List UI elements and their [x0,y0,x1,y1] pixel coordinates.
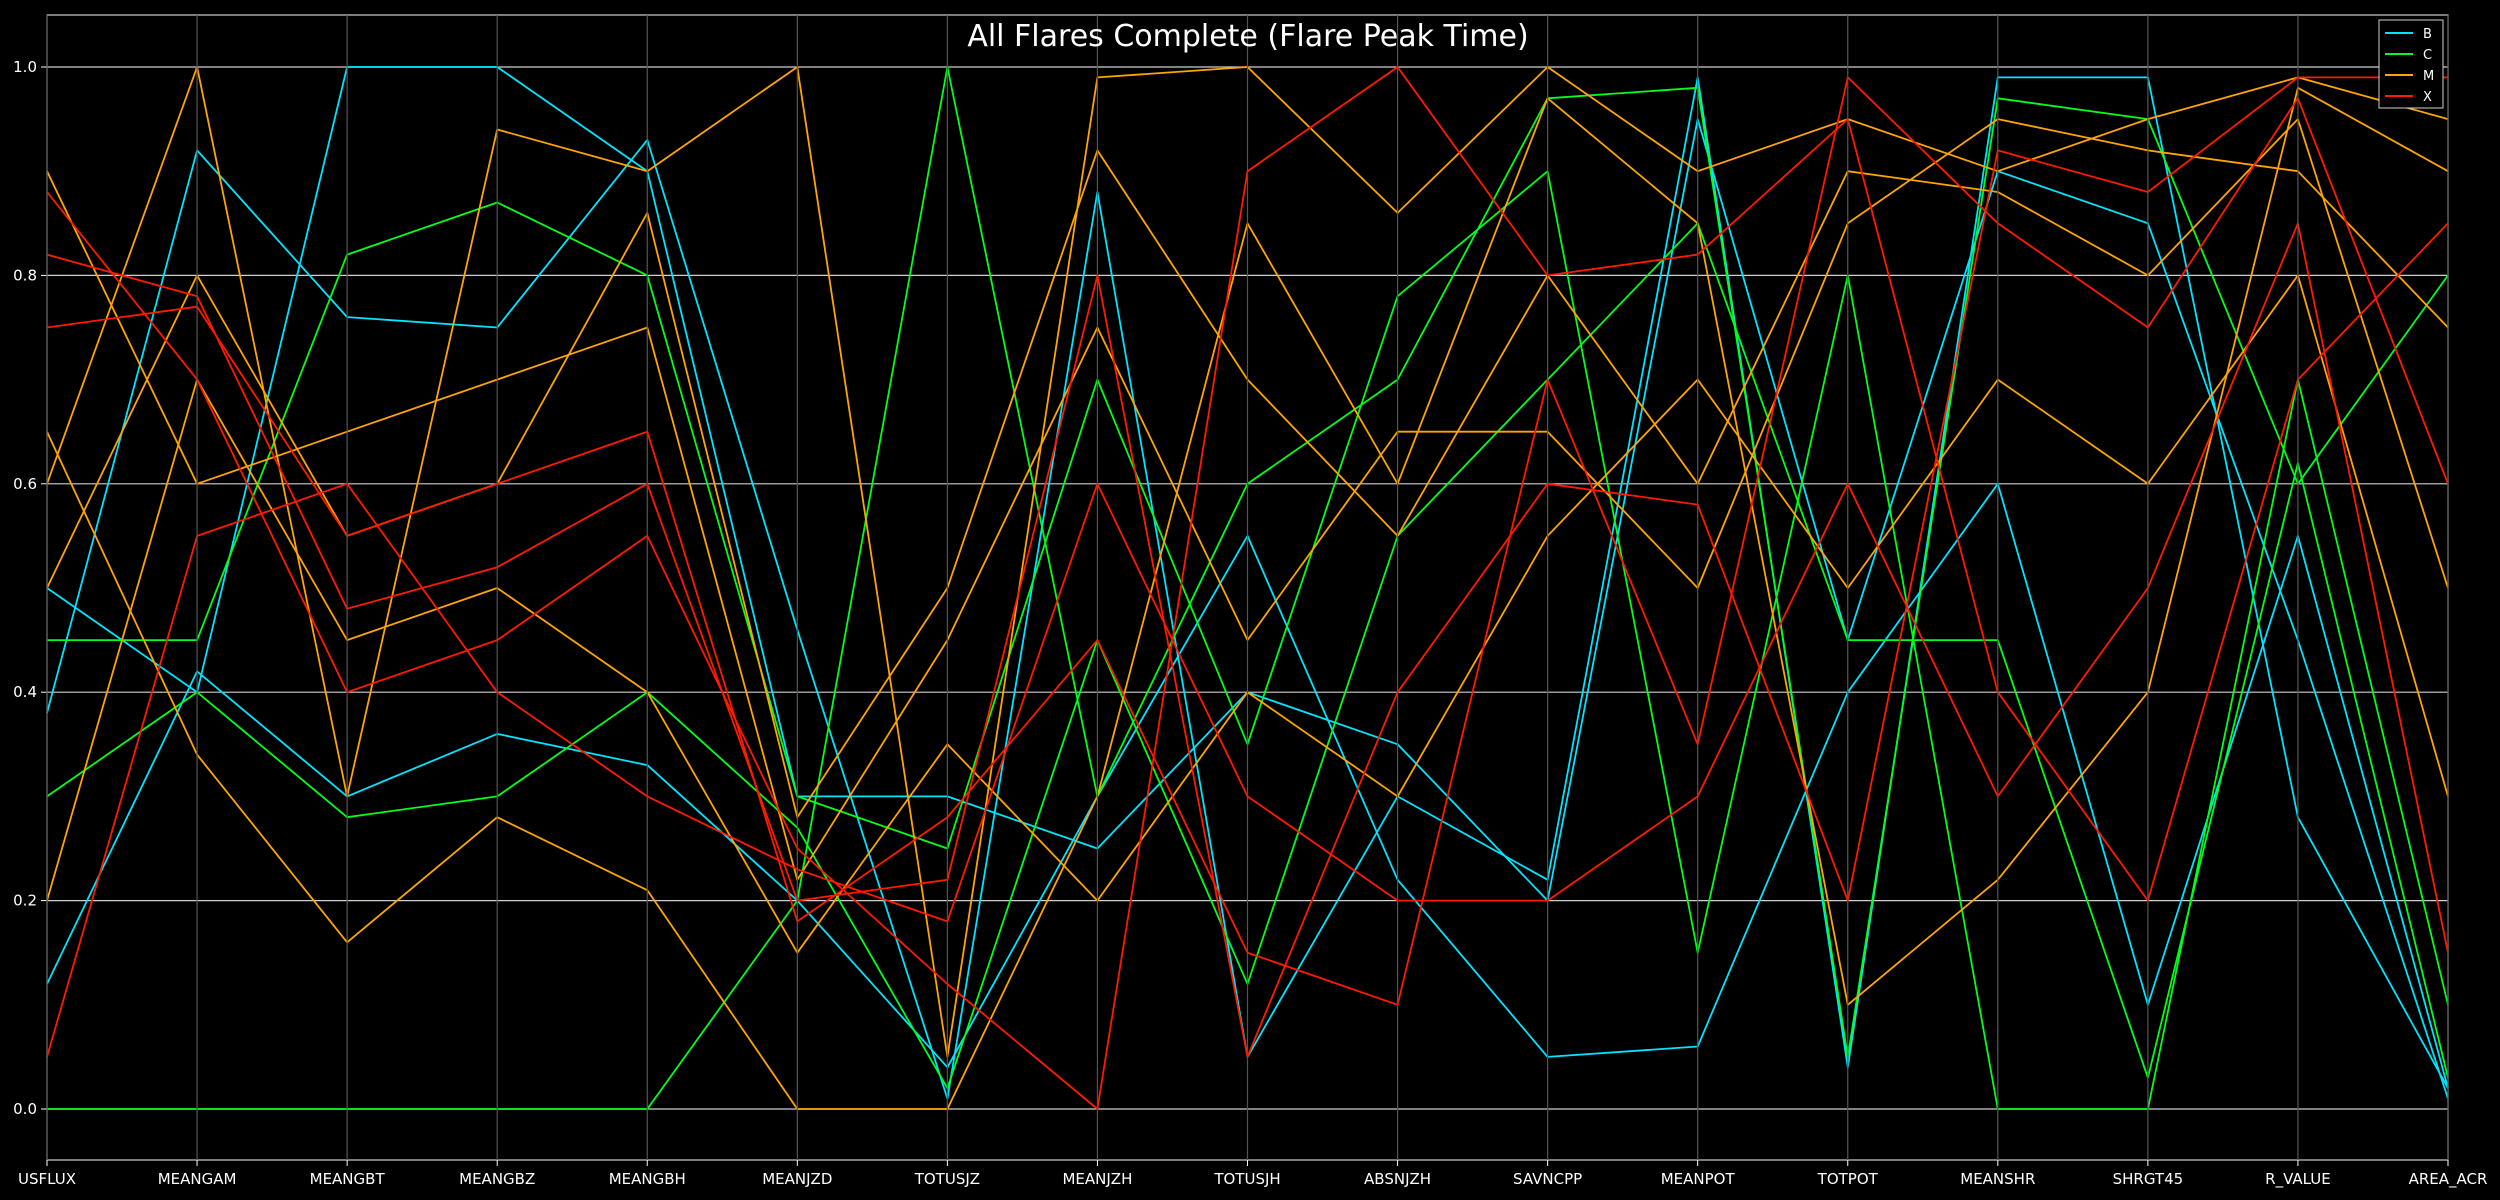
chart-title: All Flares Complete (Flare Peak Time) [967,19,1528,54]
legend-label: X [2423,90,2432,105]
legend-label: B [2423,27,2432,42]
axis-label: ABSNJZH [1364,1170,1431,1188]
x-axis: USFLUX MEANGAM MEANGBT MEANGBZ MEANGBH MEANJZ… [18,1160,2487,1189]
legend-label: M [2423,69,2434,84]
axis-label: MEANGBH [609,1170,686,1188]
y-tick-label: 0.6 [13,475,37,493]
y-tick-label: 1.0 [13,58,37,76]
axis-label: TOTPOT [1817,1170,1879,1188]
legend-box [2378,19,2444,109]
axis-label: AREA_ACR [2409,1170,2488,1189]
axis-label: TOTUSJZ [914,1170,980,1188]
axis-lines [46,15,2449,1160]
axis-label: MEANPOT [1661,1170,1736,1188]
legend-label: C [2423,48,2432,63]
axis-label: MEANSHR [1960,1170,2035,1188]
axis-label: MEANGBZ [459,1170,535,1188]
axis-label: TOTUSJH [1213,1170,1280,1188]
axis-label: MEANJZH [1062,1170,1132,1188]
y-tick-label: 0.2 [13,892,37,910]
axis-label: R_VALUE [2265,1170,2331,1189]
y-tick-label: 0.8 [13,266,37,284]
y-tick-label: 0.4 [13,683,37,701]
y-axis: 0.0 0.2 0.4 0.6 0.8 1.0 [13,58,47,1118]
axis-label: MEANGBT [310,1170,386,1188]
axis-label: SHRGT45 [2113,1170,2184,1188]
y-tick-label: 0.0 [13,1100,37,1118]
axis-label: MEANGAM [158,1170,237,1188]
axis-label: SAVNCPP [1513,1170,1582,1188]
axis-label: USFLUX [18,1170,76,1188]
axis-label: MEANJZD [762,1170,832,1188]
